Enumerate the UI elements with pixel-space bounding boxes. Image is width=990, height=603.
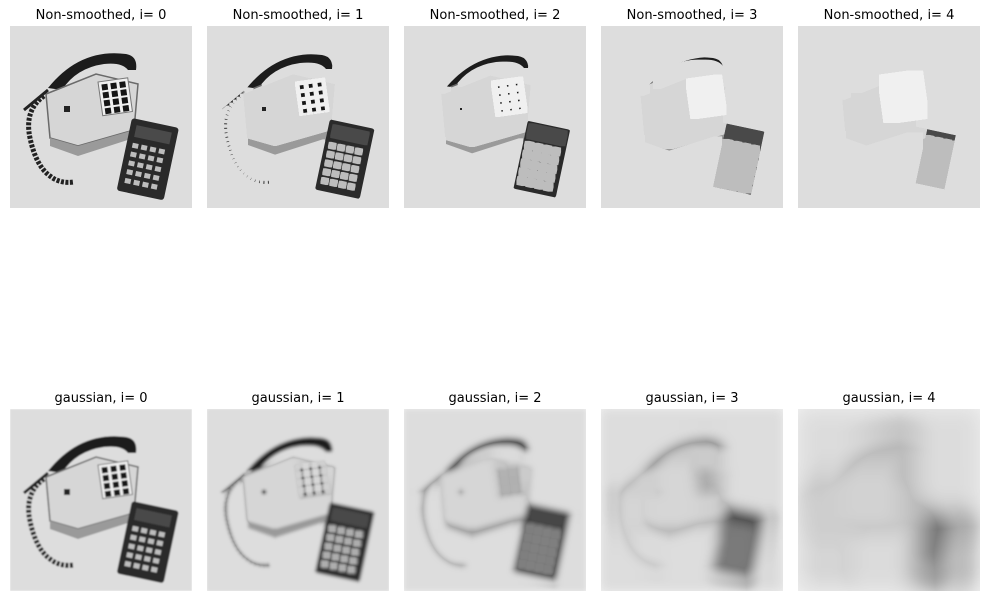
panel-title: gaussian, i= 0 xyxy=(54,391,148,406)
panel-title: gaussian, i= 3 xyxy=(645,391,739,406)
panel-title: Non-smoothed, i= 1 xyxy=(232,8,364,23)
panel-title: Non-smoothed, i= 3 xyxy=(626,8,758,23)
panel-title: Non-smoothed, i= 4 xyxy=(823,8,955,23)
panel-title: gaussian, i= 1 xyxy=(251,391,345,406)
panel-title: Non-smoothed, i= 2 xyxy=(429,8,561,23)
panel-title: Non-smoothed, i= 0 xyxy=(35,8,167,23)
phone-image-gaussian-level-0 xyxy=(10,409,192,591)
phone-image-gaussian-level-3 xyxy=(601,409,783,591)
panel-title: gaussian, i= 2 xyxy=(448,391,542,406)
phone-image-level-1 xyxy=(207,26,389,208)
phone-image-level-2 xyxy=(404,26,586,208)
phone-image-gaussian-level-1 xyxy=(207,409,389,591)
phone-image-gaussian-level-4 xyxy=(798,409,980,591)
phone-image-gaussian-level-2 xyxy=(404,409,586,591)
panel-title: gaussian, i= 4 xyxy=(842,391,936,406)
phone-image-level-0 xyxy=(10,26,192,208)
phone-image-level-4 xyxy=(798,26,980,208)
phone-image-level-3 xyxy=(601,26,783,208)
